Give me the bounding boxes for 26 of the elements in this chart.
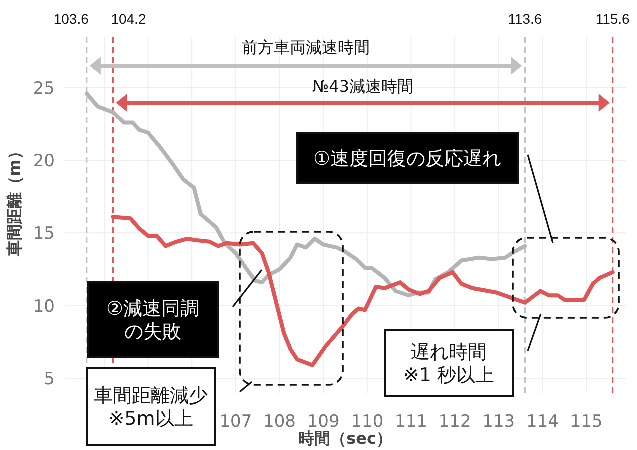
x-tick-label: 115 xyxy=(570,412,603,432)
y-tick-label: 25 xyxy=(33,78,55,99)
x-tick-label: 107 xyxy=(220,412,252,432)
y-tick-label: 15 xyxy=(33,224,55,244)
x-tick-label: 112 xyxy=(438,412,472,432)
annotation: ②減速同調の失敗 xyxy=(106,298,200,343)
x-tick-label: 109 xyxy=(307,412,340,432)
annotation: №43減速時間 xyxy=(312,77,414,96)
annotation: ①速度回復の反応遅れ xyxy=(313,148,502,170)
x-tick-label: 110 xyxy=(351,412,384,432)
annotation: 遅れ時間※1 秒以上 xyxy=(403,342,495,386)
ref-line-label: 104.2 xyxy=(111,11,146,27)
annotation: 前方車両減速時間 xyxy=(242,38,370,57)
ref-line-label: 103.6 xyxy=(54,11,90,27)
annotation: 車間距離減少※5m以上 xyxy=(94,385,208,430)
y-tick-label: 5 xyxy=(44,369,55,390)
y-tick-label: 20 xyxy=(33,152,55,172)
x-axis-title: 時間（sec） xyxy=(298,429,392,448)
y-axis-title: 車間距離（m） xyxy=(5,144,24,258)
ref-line-label: 113.6 xyxy=(508,11,542,27)
x-tick-label: 108 xyxy=(264,412,296,432)
x-tick-label: 113 xyxy=(482,412,516,432)
ref-line-label: 115.6 xyxy=(596,11,630,27)
x-tick-label: 111 xyxy=(395,412,428,432)
x-tick-label: 114 xyxy=(526,412,559,432)
y-tick-label: 10 xyxy=(33,296,55,317)
